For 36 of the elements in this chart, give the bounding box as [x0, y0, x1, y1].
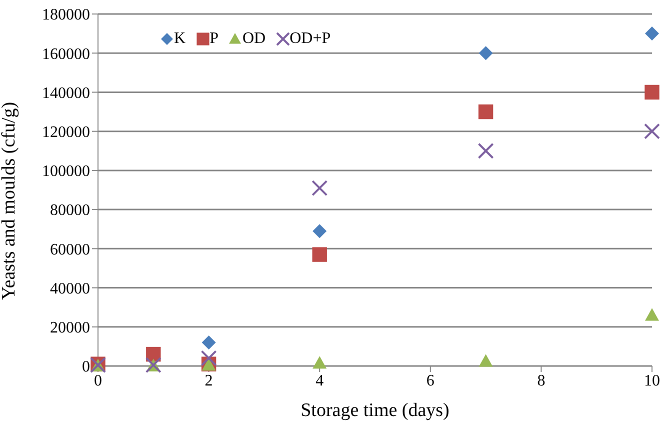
x-tick-label: 2 [204, 372, 213, 390]
y-tick-label: 40000 [50, 280, 90, 298]
x-axis-title: Storage time (days) [300, 400, 450, 421]
point [200, 350, 217, 366]
x-tick-label: 4 [316, 372, 324, 390]
y-tick-label: 160000 [42, 46, 90, 63]
x-tick-label: 0 [94, 372, 102, 390]
y-tick-label: 80000 [50, 202, 90, 220]
x-tick-label: 10 [644, 372, 660, 390]
y-tick-label: 0 [82, 358, 90, 376]
point [644, 123, 660, 140]
y-tick-label: 120000 [42, 124, 90, 142]
y-tick-label: 100000 [42, 163, 90, 180]
point [478, 46, 493, 60]
point [478, 104, 494, 120]
legend-label: K [174, 30, 186, 48]
point [202, 336, 216, 350]
y-tick-label: 20000 [50, 320, 90, 337]
point [645, 26, 659, 41]
legend-label: OD+P [290, 30, 331, 48]
point [644, 84, 660, 100]
y-tick-label: 180000 [42, 6, 90, 24]
y-tick-label: 140000 [42, 84, 90, 102]
point [645, 308, 659, 321]
point [312, 180, 328, 196]
point [312, 224, 327, 238]
legend-label: OD [242, 30, 266, 48]
point [478, 142, 494, 159]
x-tick-label: 8 [537, 372, 546, 390]
point [312, 247, 327, 262]
legend-label: P [210, 30, 218, 48]
x-tick-label: 6 [426, 372, 434, 390]
y-tick-label: 60000 [50, 241, 90, 258]
point [478, 354, 493, 367]
y-axis-title: Yeasts and moulds (cfu/g) [0, 102, 20, 300]
point [312, 356, 327, 369]
